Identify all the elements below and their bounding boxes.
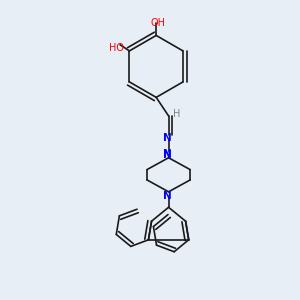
Text: N: N	[163, 133, 171, 143]
Text: N: N	[163, 150, 171, 160]
Text: OH: OH	[150, 18, 165, 28]
Text: HO: HO	[110, 43, 124, 53]
Text: N: N	[163, 190, 171, 200]
Text: H: H	[172, 110, 180, 119]
Text: N: N	[163, 149, 171, 159]
